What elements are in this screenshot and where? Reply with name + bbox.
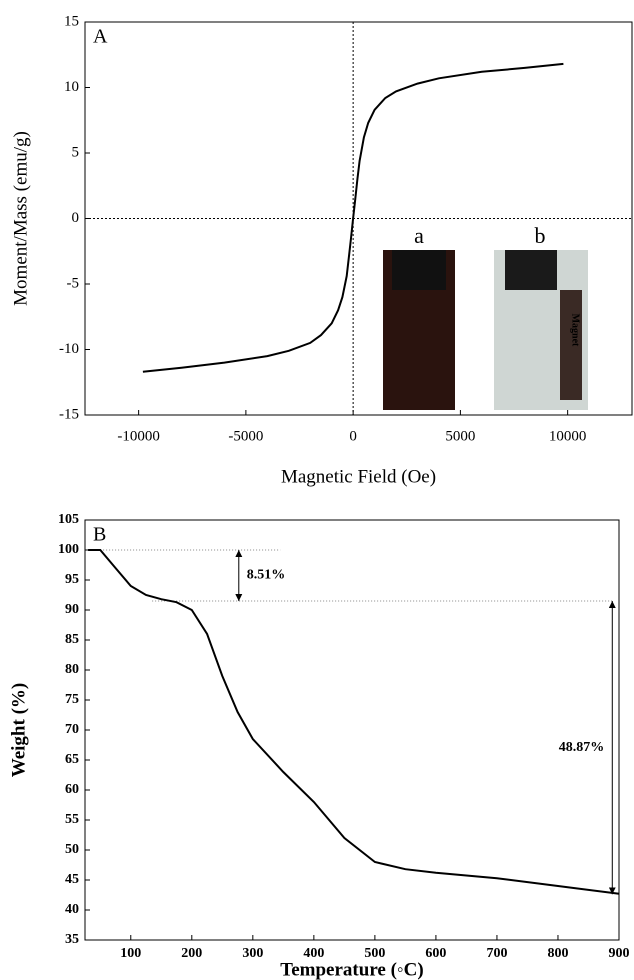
y-tick-label: 105 [58, 512, 79, 527]
inset-label: b [535, 223, 546, 248]
inset-label: a [414, 223, 424, 248]
y-tick-label: 60 [65, 782, 79, 797]
x-tick-label: 800 [547, 946, 568, 961]
x-tick-label: 500 [364, 946, 385, 961]
y-tick-label: 80 [65, 662, 79, 677]
x-tick-label: 700 [486, 946, 507, 961]
x-tick-label: 10000 [549, 428, 587, 444]
inset-magnet [560, 290, 582, 400]
panel-label: B [93, 524, 106, 546]
annotation-label: 8.51% [247, 568, 285, 583]
x-tick-label: 400 [303, 946, 324, 961]
y-tick-label: -5 [67, 275, 80, 291]
y-tick-label: 70 [65, 722, 79, 737]
x-tick-label: 0 [349, 428, 357, 444]
x-tick-label: 600 [425, 946, 446, 961]
plot-frame [84, 519, 620, 941]
y-tick-label: 65 [65, 752, 79, 767]
inset-cap [505, 250, 557, 290]
y-tick-label: 85 [65, 632, 79, 647]
y-tick-label: 15 [64, 13, 79, 29]
y-tick-label: 50 [65, 842, 79, 857]
x-axis-title: Temperature (◦C) [280, 959, 423, 980]
inset-cap [392, 250, 446, 290]
x-tick-label: 900 [609, 946, 630, 961]
y-tick-label: 90 [65, 602, 79, 617]
y-axis-title: Weight (%) [8, 683, 29, 777]
y-tick-label: 40 [65, 902, 79, 917]
y-tick-label: 5 [72, 144, 80, 160]
y-tick-label: 45 [65, 872, 79, 887]
y-axis-title: Moment/Mass (emu/g) [10, 131, 31, 306]
x-tick-label: -10000 [117, 428, 160, 444]
y-tick-label: 55 [65, 812, 79, 827]
x-axis-title: Magnetic Field (Oe) [281, 466, 436, 487]
panel-label: A [93, 26, 108, 48]
annotation-label: 48.87% [559, 740, 605, 755]
y-tick-label: -10 [59, 341, 79, 357]
x-tick-label: 200 [181, 946, 202, 961]
y-tick-label: 100 [58, 542, 79, 557]
y-tick-label: -15 [59, 406, 79, 422]
y-tick-label: 0 [72, 210, 80, 226]
x-tick-label: 300 [242, 946, 263, 961]
x-tick-label: 100 [120, 946, 141, 961]
y-tick-label: 10 [64, 79, 79, 95]
data-line [88, 549, 620, 895]
inset-label: Magnet [570, 314, 581, 347]
y-tick-label: 75 [65, 692, 79, 707]
x-tick-label: 5000 [445, 428, 475, 444]
data-line [142, 62, 564, 373]
y-tick-label: 95 [65, 572, 79, 587]
x-tick-label: -5000 [228, 428, 263, 444]
y-tick-label: 35 [65, 932, 79, 947]
